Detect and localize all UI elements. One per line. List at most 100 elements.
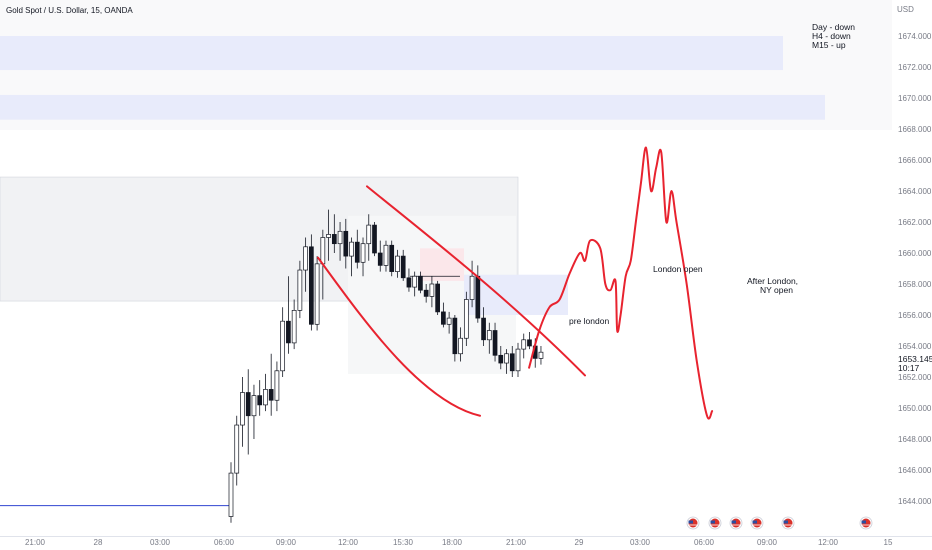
candle xyxy=(458,327,463,362)
candle xyxy=(498,346,504,370)
price-tick-label: 1668.000 xyxy=(898,125,932,134)
candle-body-bear xyxy=(418,275,423,291)
price-tick-label: 1654.000 xyxy=(898,342,932,351)
time-tick-label: 15:30 xyxy=(393,538,414,547)
time-tick-label: 03:00 xyxy=(150,538,171,547)
candle-body-bear xyxy=(377,252,383,266)
candle xyxy=(509,346,515,377)
countdown-label: 10:17 xyxy=(898,363,920,373)
candle-body-bear xyxy=(498,354,504,364)
candle-body-bull xyxy=(521,339,527,350)
economic-events-layer xyxy=(686,516,873,530)
channel-upper-line[interactable] xyxy=(366,185,586,377)
price-tick-label: 1652.000 xyxy=(898,373,932,382)
currency-label: USD xyxy=(897,5,914,14)
us-flag-event-icon[interactable] xyxy=(729,516,743,530)
pre-london-label: pre london xyxy=(569,316,609,326)
candle xyxy=(377,240,383,272)
candle xyxy=(257,380,263,416)
supply-zone-lower[interactable] xyxy=(0,94,825,120)
candle xyxy=(383,240,389,272)
candle-body-bull xyxy=(360,243,366,263)
projection-zone-pink[interactable] xyxy=(420,248,464,281)
ny-open-label: NY open xyxy=(760,285,793,295)
candle xyxy=(469,260,475,308)
candle-body-bull xyxy=(337,230,343,245)
candle xyxy=(400,249,406,281)
candle-body-bear xyxy=(354,241,360,263)
candle-body-bull xyxy=(303,246,308,271)
us-flag-event-icon[interactable] xyxy=(859,516,873,530)
candle xyxy=(354,229,360,269)
time-tick-label: 12:00 xyxy=(338,538,359,547)
candle xyxy=(297,260,303,319)
candle xyxy=(286,276,291,354)
price-tick-label: 1672.000 xyxy=(898,63,932,72)
candle xyxy=(343,218,349,269)
time-axis: 21:00 28 03:00 06:00 09:00 12:00 15:30 18:00 21:… xyxy=(25,538,893,547)
candle-body-bull xyxy=(228,472,234,517)
candle-body-bear xyxy=(343,230,349,257)
time-tick-label: 12:00 xyxy=(818,538,839,547)
time-tick-label: 09:00 xyxy=(757,538,778,547)
channel-lower-line[interactable] xyxy=(317,256,481,417)
candle xyxy=(538,346,544,365)
time-tick-label: 21:00 xyxy=(25,538,46,547)
candle-body-bear xyxy=(481,317,486,341)
candle-body-bull xyxy=(538,351,544,359)
candle-body-bull xyxy=(320,237,326,265)
projection-zone-blue[interactable] xyxy=(464,274,568,315)
price-tick-label: 1662.000 xyxy=(898,218,932,227)
candle-body-bull xyxy=(412,275,418,288)
candle-body-bear xyxy=(268,389,274,401)
us-flag-event-icon[interactable] xyxy=(750,516,764,530)
candle-body-bear xyxy=(257,395,263,406)
candle-body-bear xyxy=(400,255,406,279)
candle-body-bull xyxy=(504,353,509,364)
price-tick-label: 1648.000 xyxy=(898,435,932,444)
after-london-label: After London, xyxy=(747,276,798,286)
symbol-title[interactable]: Gold Spot / U.S. Dollar, 15, OANDA xyxy=(6,6,133,15)
candle xyxy=(309,234,314,331)
candle xyxy=(429,276,435,308)
candle xyxy=(228,462,234,523)
candle xyxy=(274,361,280,412)
candle xyxy=(441,302,446,328)
candle xyxy=(481,307,486,346)
candle xyxy=(251,384,257,439)
candle xyxy=(492,322,498,362)
us-flag-event-icon[interactable] xyxy=(781,516,795,530)
candle-body-bear xyxy=(331,234,337,245)
time-tick-label: 09:00 xyxy=(276,538,297,547)
time-tick-label: 03:00 xyxy=(630,538,651,547)
price-tick-label: 1658.000 xyxy=(898,280,932,289)
candle-body-bull xyxy=(326,234,331,238)
bias-h4-label: H4 - down xyxy=(812,31,851,41)
current-price-label: 1653.145 xyxy=(898,354,932,364)
candle xyxy=(446,311,452,334)
price-tick-label: 1644.000 xyxy=(898,497,932,506)
candle xyxy=(291,299,297,350)
candle-body-bull xyxy=(463,299,469,339)
candle xyxy=(435,280,440,315)
candle xyxy=(326,209,331,261)
supply-zone-upper[interactable] xyxy=(0,36,783,71)
candle-body-bull xyxy=(446,317,452,325)
candle xyxy=(423,284,429,303)
candle-body-bull xyxy=(234,424,240,474)
candle-body-bull xyxy=(297,269,303,311)
projection-path[interactable] xyxy=(528,146,714,420)
candle-body-bull xyxy=(469,275,475,300)
us-flag-event-icon[interactable] xyxy=(708,516,722,530)
us-flag-event-icon[interactable] xyxy=(686,516,700,530)
candle-body-bull xyxy=(291,310,297,344)
candle-body-bull xyxy=(429,283,435,297)
candle xyxy=(372,222,377,257)
price-tick-label: 1650.000 xyxy=(898,404,932,413)
price-tick-label: 1656.000 xyxy=(898,311,932,320)
candle-body-bull xyxy=(240,392,245,426)
candle xyxy=(331,214,337,253)
candle xyxy=(395,249,400,278)
candle xyxy=(349,237,354,277)
